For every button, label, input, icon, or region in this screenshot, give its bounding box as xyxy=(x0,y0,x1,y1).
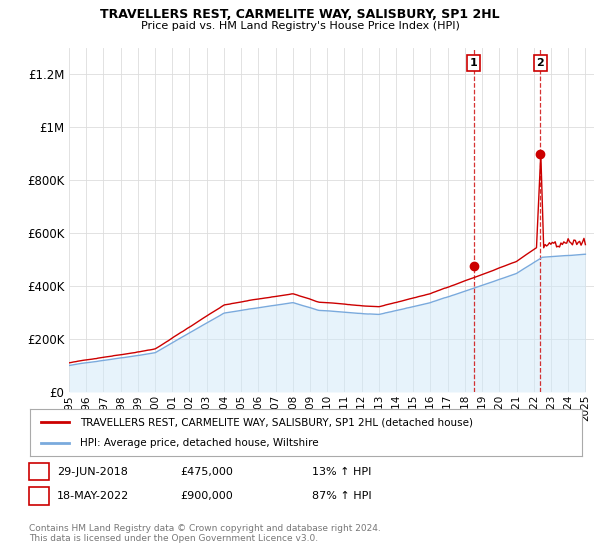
Text: 2: 2 xyxy=(536,58,544,68)
Text: 18-MAY-2022: 18-MAY-2022 xyxy=(57,491,129,501)
Text: £900,000: £900,000 xyxy=(180,491,233,501)
Text: Price paid vs. HM Land Registry's House Price Index (HPI): Price paid vs. HM Land Registry's House … xyxy=(140,21,460,31)
Text: 1: 1 xyxy=(35,466,42,477)
Text: 87% ↑ HPI: 87% ↑ HPI xyxy=(312,491,371,501)
Text: 13% ↑ HPI: 13% ↑ HPI xyxy=(312,466,371,477)
Text: 29-JUN-2018: 29-JUN-2018 xyxy=(57,466,128,477)
Text: TRAVELLERS REST, CARMELITE WAY, SALISBURY, SP1 2HL (detached house): TRAVELLERS REST, CARMELITE WAY, SALISBUR… xyxy=(80,417,473,427)
Text: £475,000: £475,000 xyxy=(180,466,233,477)
Text: Contains HM Land Registry data © Crown copyright and database right 2024.
This d: Contains HM Land Registry data © Crown c… xyxy=(29,524,380,543)
Text: 2: 2 xyxy=(35,491,42,501)
Text: 1: 1 xyxy=(470,58,478,68)
Text: HPI: Average price, detached house, Wiltshire: HPI: Average price, detached house, Wilt… xyxy=(80,438,319,448)
Text: TRAVELLERS REST, CARMELITE WAY, SALISBURY, SP1 2HL: TRAVELLERS REST, CARMELITE WAY, SALISBUR… xyxy=(100,8,500,21)
